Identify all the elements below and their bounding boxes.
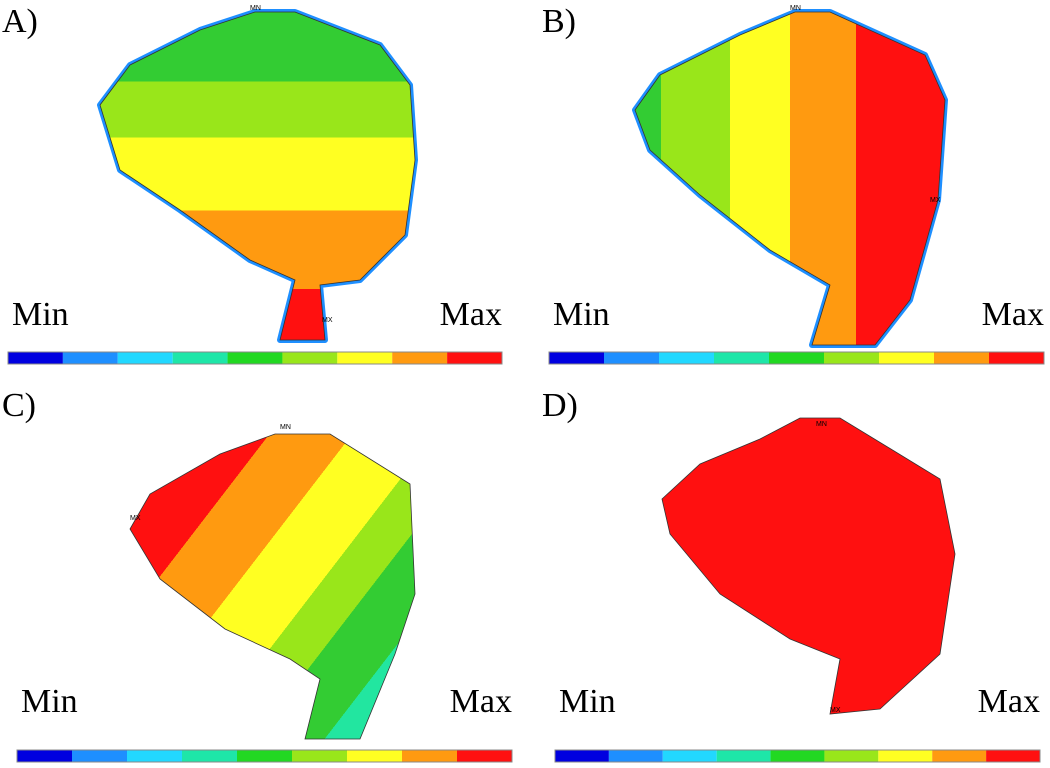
contour-model <box>99 11 416 341</box>
colorbar-segment <box>392 352 448 364</box>
min-marker: MN <box>280 424 291 431</box>
colorbar-frame <box>548 351 1045 365</box>
colorbar-segment <box>292 750 347 762</box>
colorbar-frame <box>7 351 503 365</box>
colorbar-segment <box>337 352 393 364</box>
min-label: Min <box>559 683 616 720</box>
colorbar-segment <box>934 352 989 364</box>
colorbar-segment <box>62 352 118 364</box>
colorbar-segment <box>714 352 769 364</box>
colorbar-frame <box>16 749 513 763</box>
min-label: Min <box>553 296 610 333</box>
panel-label: B) <box>542 3 576 40</box>
panel-label: A) <box>2 3 38 40</box>
colorbar-segment <box>549 352 604 364</box>
panel: A) Min Max MN MX <box>2 3 503 365</box>
max-marker: MX <box>930 197 941 204</box>
colorbar-segment <box>117 352 173 364</box>
colorbar-frame <box>554 749 1041 763</box>
min-marker: MN <box>816 421 827 428</box>
colorbar-segment <box>989 352 1044 364</box>
colorbar-segment <box>986 750 1040 762</box>
colorbar-segment <box>716 750 771 762</box>
colorbar-segment <box>659 352 714 364</box>
colorbar-segment <box>604 352 659 364</box>
colorbar-segment <box>182 750 237 762</box>
panel-label: C) <box>2 387 36 424</box>
colorbar-segment <box>555 750 609 762</box>
max-marker: MX <box>130 515 141 522</box>
colorbar-segment <box>878 750 933 762</box>
colorbar-segment <box>282 352 338 364</box>
colorbar-segment <box>127 750 182 762</box>
max-marker: MX <box>830 707 841 714</box>
colorbar-segment <box>457 750 512 762</box>
colorbar-segment <box>447 352 502 364</box>
contour-model <box>129 433 416 740</box>
colorbar-segment <box>237 750 292 762</box>
max-label: Max <box>978 683 1040 720</box>
panel-label: D) <box>542 387 578 424</box>
colorbar-segment <box>662 750 717 762</box>
colorbar-segment <box>17 750 72 762</box>
max-label: Max <box>440 296 502 333</box>
contour-model <box>634 11 946 346</box>
min-label: Min <box>21 683 78 720</box>
contour-model <box>661 417 956 715</box>
panel: B) Min Max MN MX <box>542 3 1045 365</box>
colorbar-segment <box>824 750 879 762</box>
colorbar-segment <box>770 750 825 762</box>
colorbar-segment <box>8 352 63 364</box>
max-label: Max <box>982 296 1044 333</box>
colorbar-segment <box>402 750 457 762</box>
max-marker: MX <box>322 317 333 324</box>
panel: C) Min Max MN MX <box>2 387 513 763</box>
colorbar-segment <box>227 352 283 364</box>
colorbar-segment <box>347 750 402 762</box>
panel: D) Min Max MN MX <box>542 387 1041 763</box>
max-label: Max <box>450 683 512 720</box>
min-marker: MN <box>250 5 261 12</box>
colorbar-segment <box>879 352 934 364</box>
colorbar-segment <box>172 352 228 364</box>
min-label: Min <box>12 296 69 333</box>
colorbar-segment <box>72 750 127 762</box>
colorbar-segment <box>932 750 987 762</box>
colorbar-segment <box>824 352 879 364</box>
colorbar-segment <box>769 352 824 364</box>
min-marker: MN <box>790 5 801 12</box>
colorbar-segment <box>608 750 663 762</box>
